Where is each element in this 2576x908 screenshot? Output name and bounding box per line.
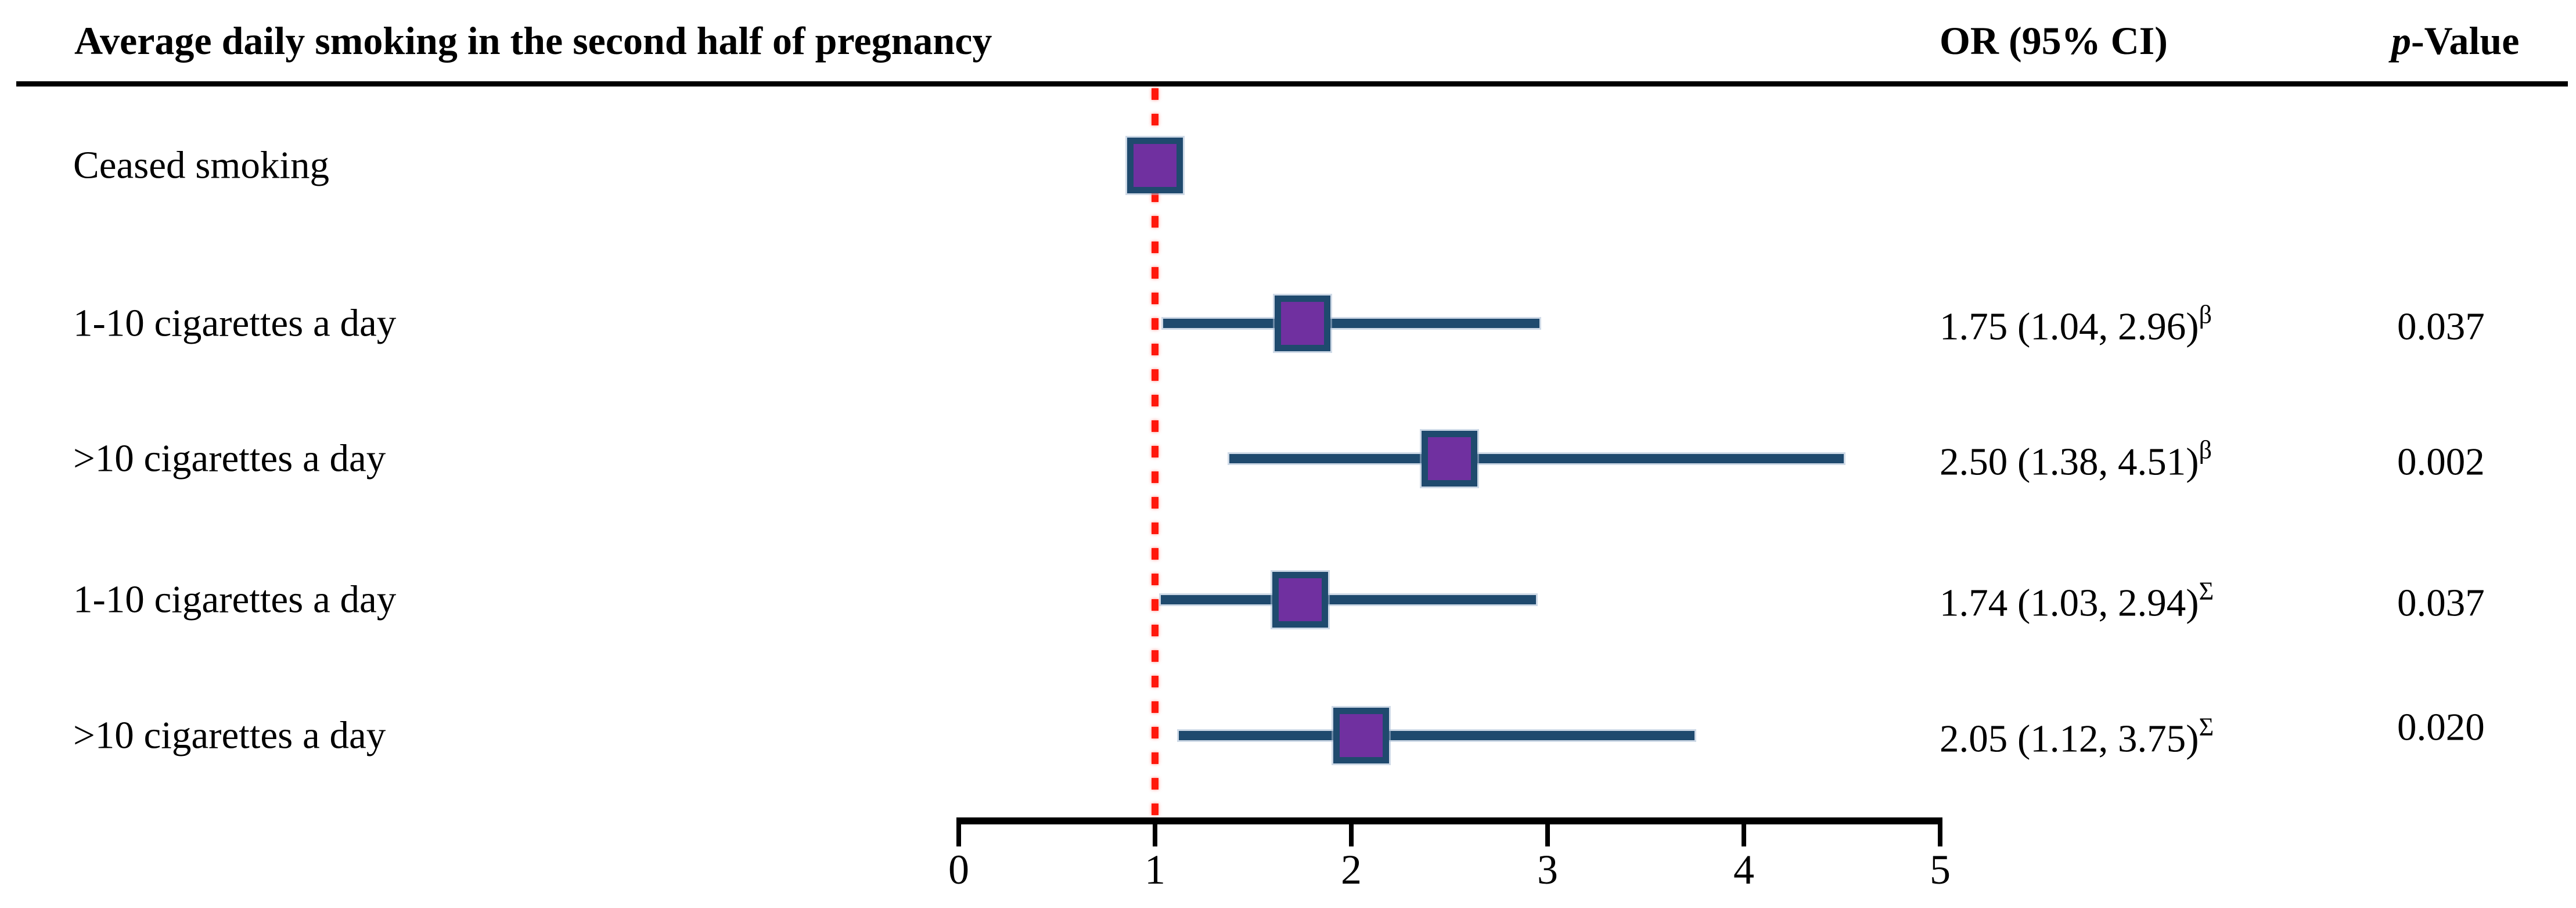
p-column-header-italic-p: p xyxy=(2391,19,2411,63)
model-superscript: β xyxy=(2199,300,2212,329)
or-ci-text: 1.74 (1.03, 2.94) xyxy=(1940,581,2199,625)
or-square-marker xyxy=(1333,708,1389,763)
x-axis-tick xyxy=(1349,817,1354,846)
reference-line-or-1 xyxy=(1152,88,1159,827)
or-ci-text: 2.05 (1.12, 3.75) xyxy=(1940,717,2199,761)
x-axis-tick xyxy=(1742,817,1746,846)
x-axis-tick-label: 2 xyxy=(1341,846,1362,893)
row-label: 1-10 cigarettes a day xyxy=(73,578,397,621)
x-axis-tick-label: 1 xyxy=(1145,846,1165,893)
model-superscript: Σ xyxy=(2199,712,2214,741)
or-column-header: OR (95% CI) xyxy=(1940,19,2168,63)
or-ci-text: 1.75 (1.04, 2.96) xyxy=(1940,305,2199,348)
x-axis-tick xyxy=(1938,817,1942,846)
model-superscript: β xyxy=(2199,435,2212,464)
ci-line xyxy=(1163,319,1540,328)
p-value: 0.002 xyxy=(2397,440,2485,484)
x-axis-tick-label: 3 xyxy=(1537,846,1558,893)
x-axis-tick-label: 4 xyxy=(1733,846,1754,893)
row-label: >10 cigarettes a day xyxy=(73,437,386,480)
p-column-header: p-Value xyxy=(2391,21,2519,60)
p-value: 0.037 xyxy=(2397,305,2485,348)
ci-line xyxy=(1229,454,1844,463)
or-ci-value: 2.50 (1.38, 4.51)β xyxy=(1940,437,2212,484)
figure-title: Average daily smoking in the second half… xyxy=(74,19,992,63)
header-divider-rule xyxy=(16,81,2568,87)
row-label: >10 cigarettes a day xyxy=(73,714,386,757)
p-column-header-rest: -Value xyxy=(2411,19,2520,63)
x-axis-tick xyxy=(1153,817,1157,846)
or-ci-value: 1.75 (1.04, 2.96)β xyxy=(1940,302,2212,348)
or-square-marker xyxy=(1274,296,1330,351)
p-value: 0.037 xyxy=(2397,581,2485,625)
or-square-marker xyxy=(1422,431,1477,487)
model-superscript: Σ xyxy=(2199,576,2214,606)
or-ci-value: 1.74 (1.03, 2.94)Σ xyxy=(1940,578,2214,625)
or-square-marker xyxy=(1127,138,1183,193)
p-value: 0.020 xyxy=(2397,705,2485,749)
ci-line xyxy=(1178,731,1695,740)
x-axis-tick-label: 0 xyxy=(948,846,969,893)
x-axis-tick-label: 5 xyxy=(1930,846,1951,893)
or-square-marker xyxy=(1272,572,1329,628)
or-ci-value: 2.05 (1.12, 3.75)Σ xyxy=(1940,714,2214,761)
x-axis-tick xyxy=(1545,817,1550,846)
x-axis-tick xyxy=(956,817,961,846)
or-ci-text: 2.50 (1.38, 4.51) xyxy=(1940,440,2199,484)
x-axis-bar xyxy=(956,817,1942,824)
row-label: 1-10 cigarettes a day xyxy=(73,301,397,345)
ci-line xyxy=(1161,595,1536,604)
row-label: Ceased smoking xyxy=(73,143,330,187)
